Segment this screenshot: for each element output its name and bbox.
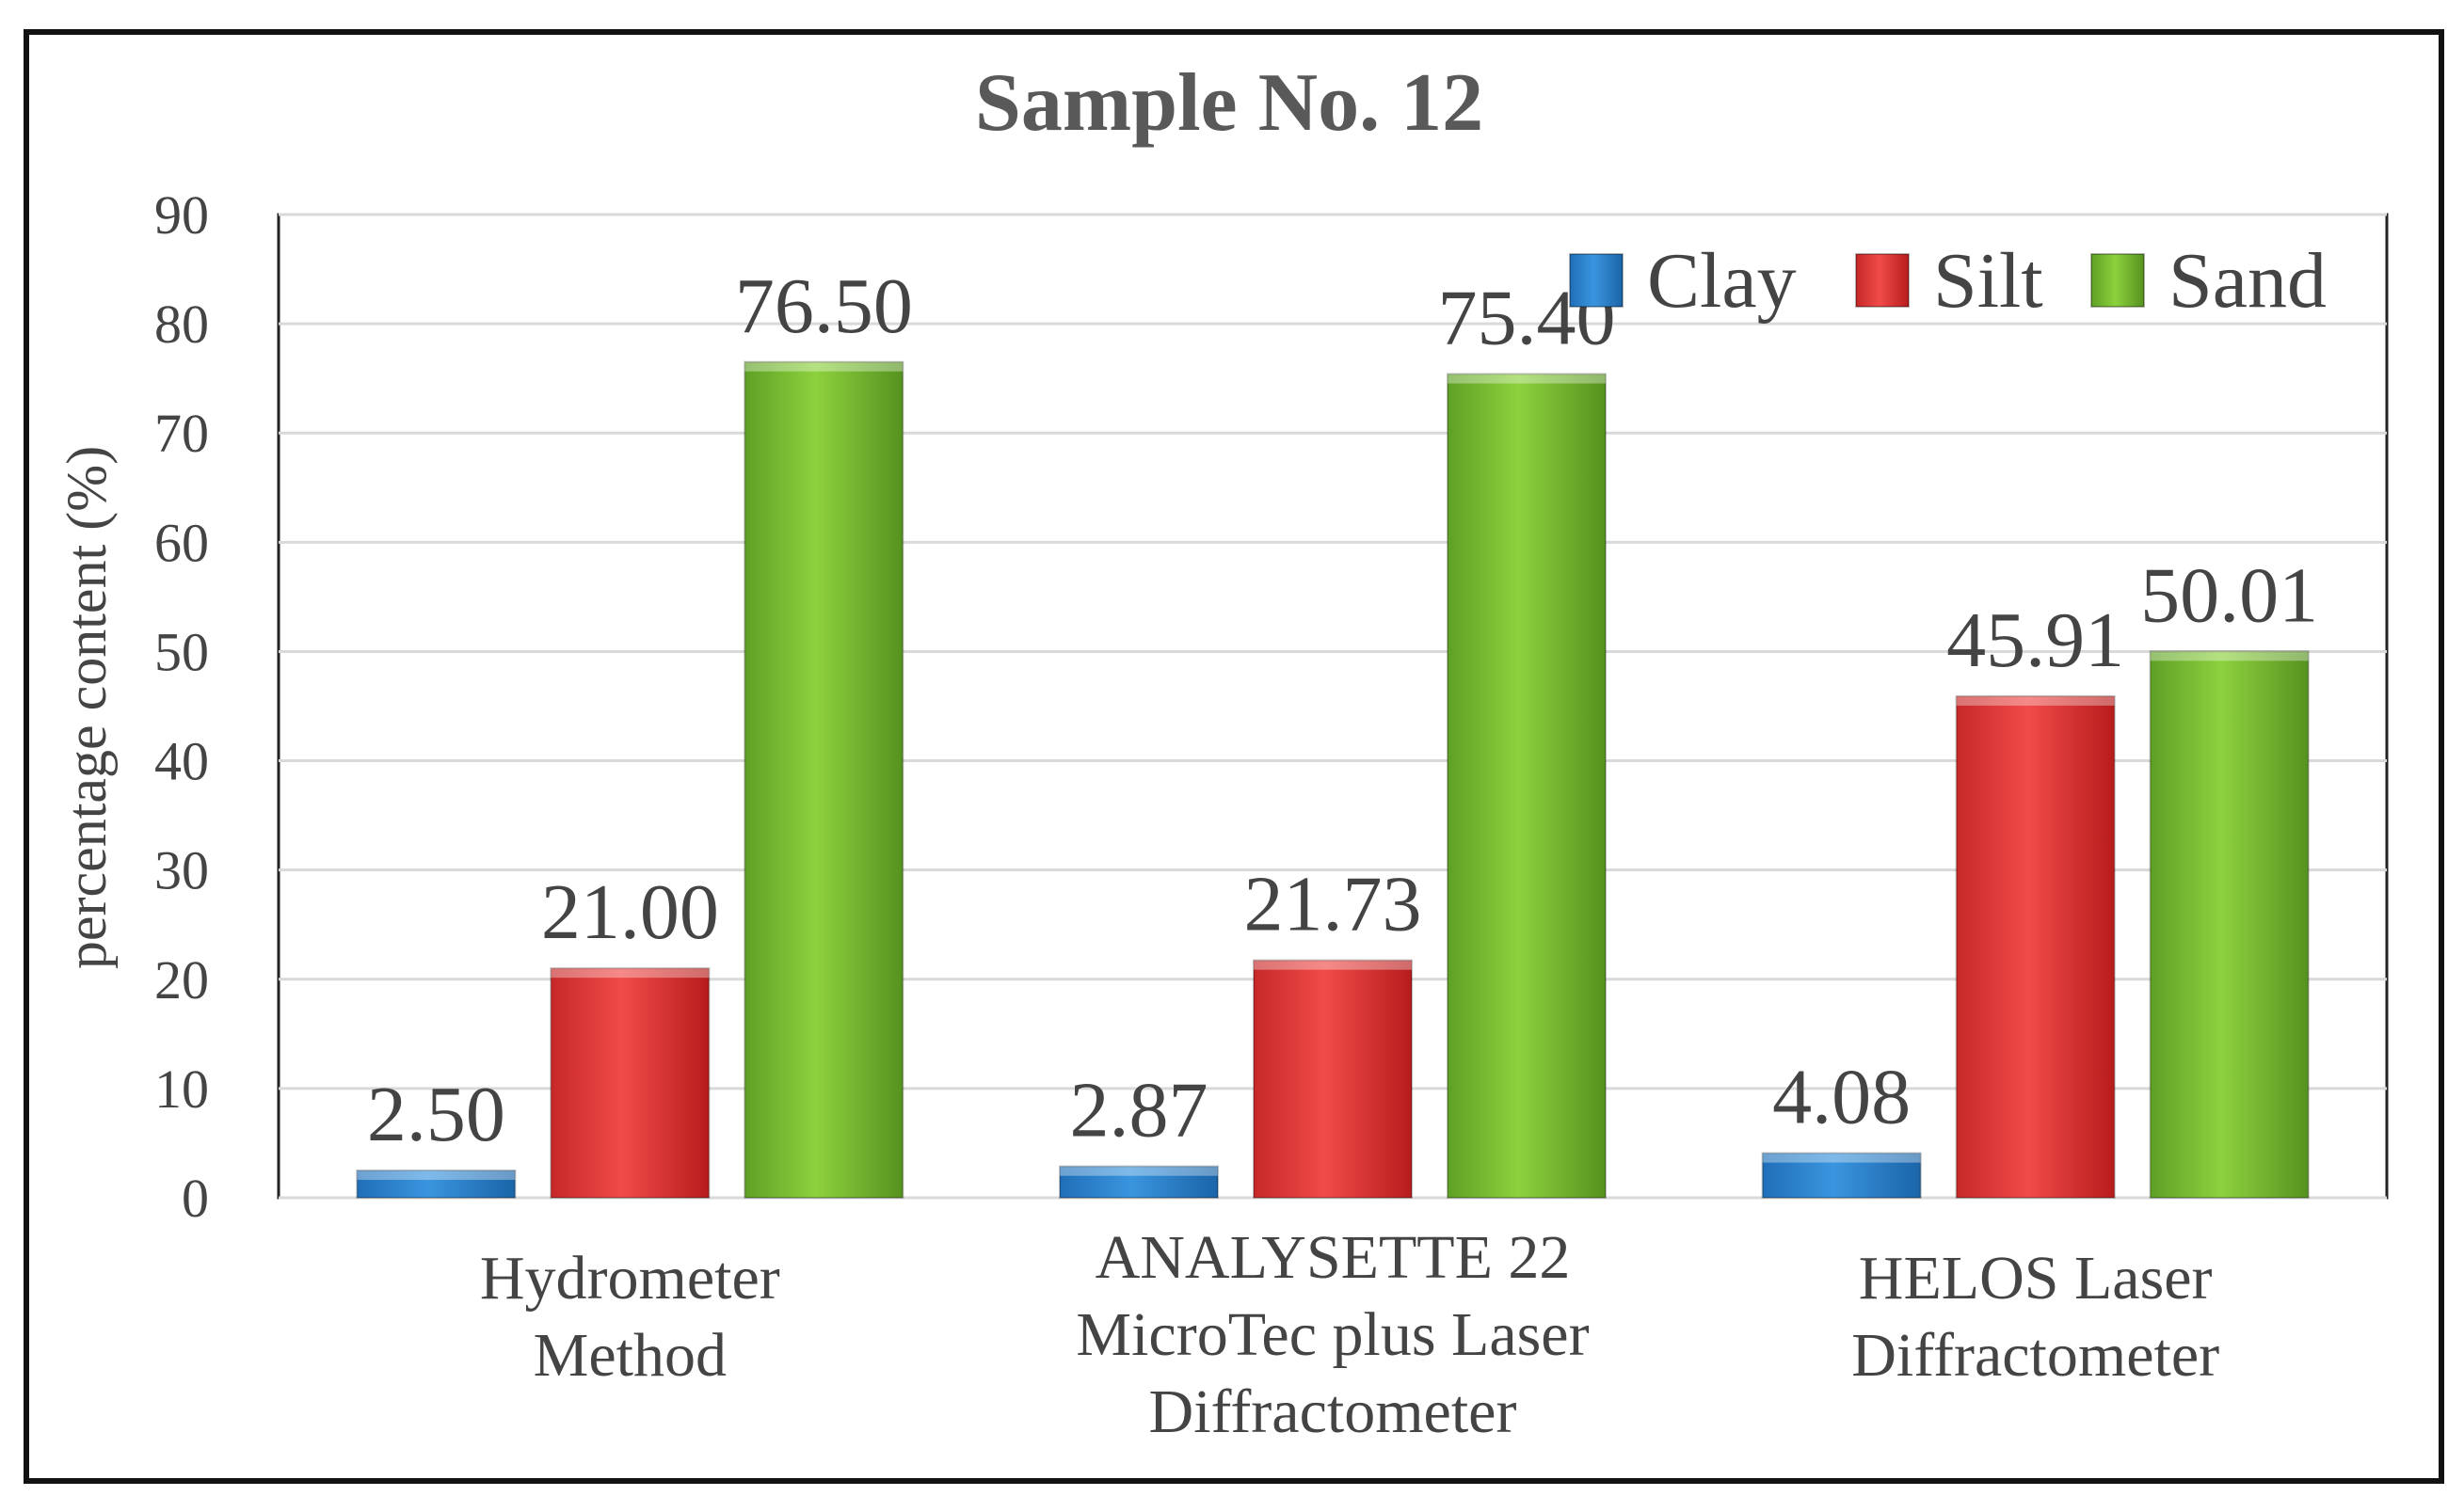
y-tick-label: 90 — [154, 184, 209, 246]
legend-swatch-clay — [1569, 253, 1624, 308]
x-category-label: ANALYSETTE 22 MicroTec plus Laser Diffract… — [1076, 1223, 1589, 1446]
data-label-silt: 21.00 — [541, 868, 719, 956]
x-category-line: HELOS Laser — [1859, 1244, 2213, 1313]
y-axis-ticks: 0 10 20 30 40 50 60 70 80 90 — [154, 184, 209, 1229]
x-category-line: Diffractometer — [1851, 1321, 2219, 1390]
bar-bevel — [551, 968, 710, 979]
bar-silt — [1955, 694, 2116, 1199]
y-tick-label: 20 — [154, 949, 209, 1011]
bar-bevel — [1762, 1153, 1921, 1163]
bar-sand — [1447, 373, 1607, 1199]
legend-label-silt: Silt — [1933, 237, 2043, 325]
bar-clay — [1761, 1152, 1922, 1200]
data-label-sand: 50.01 — [2140, 551, 2318, 639]
x-axis-labels: Hydrometer Method ANALYSETTE 22 MicroTec pl… — [480, 1223, 2219, 1446]
x-category-line: MicroTec plus Laser — [1076, 1300, 1589, 1369]
bars-group — [356, 360, 2310, 1200]
bar-bevel — [744, 361, 904, 372]
data-label-sand: 76.50 — [735, 263, 913, 350]
legend-swatch-silt — [1855, 253, 1910, 308]
data-label-clay: 4.08 — [1772, 1054, 1911, 1141]
bar-bevel — [1448, 374, 1606, 384]
y-tick-label: 50 — [154, 621, 209, 682]
y-tick-label: 60 — [154, 512, 209, 573]
data-label-clay: 2.87 — [1070, 1067, 1208, 1154]
legend-label-sand: Sand — [2168, 237, 2327, 325]
bar-clay — [356, 1169, 517, 1199]
bar-bevel — [1956, 695, 2115, 706]
bar-silt — [1253, 959, 1413, 1199]
y-tick-label: 80 — [154, 294, 209, 355]
bar-bevel — [2150, 651, 2309, 661]
y-tick-label: 40 — [154, 731, 209, 792]
bar-sand — [2149, 650, 2310, 1199]
x-category-line: Method — [534, 1321, 727, 1390]
x-category-line: Diffractometer — [1149, 1377, 1517, 1446]
bar-silt — [550, 967, 711, 1199]
data-label-clay: 2.50 — [367, 1071, 505, 1158]
chart-title: Sample No. 12 — [975, 57, 1483, 149]
bar-clay — [1059, 1165, 1219, 1200]
data-label-silt: 21.73 — [1244, 861, 1422, 948]
legend-swatch-sand — [2090, 253, 2145, 308]
y-tick-label: 30 — [154, 840, 209, 901]
bar-bevel — [1060, 1166, 1218, 1176]
legend-label-clay: Clay — [1647, 237, 1797, 325]
y-tick-label: 70 — [154, 403, 209, 464]
bar-bevel — [357, 1170, 516, 1180]
y-tick-label: 10 — [154, 1058, 209, 1120]
x-category-label: HELOS Laser Diffractometer — [1851, 1244, 2219, 1390]
bar-bevel — [1254, 960, 1412, 970]
y-axis-title: percentage content (%) — [56, 446, 118, 969]
bar-sand — [744, 360, 904, 1199]
data-label-silt: 45.91 — [1946, 597, 2124, 684]
legend: Clay Silt Sand — [1569, 237, 2327, 325]
y-tick-label: 0 — [182, 1168, 209, 1229]
x-category-line: Hydrometer — [480, 1244, 780, 1313]
x-category-line: ANALYSETTE 22 — [1096, 1223, 1571, 1292]
x-category-label: Hydrometer Method — [480, 1244, 780, 1390]
